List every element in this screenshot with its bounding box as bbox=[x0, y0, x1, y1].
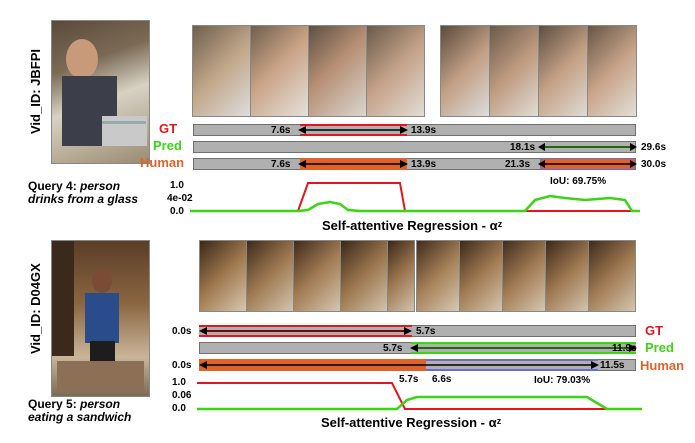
bottom-main-image bbox=[51, 240, 150, 397]
bottom-pred-start-label: 5.7s bbox=[383, 343, 403, 354]
top-legend-pred: Pred bbox=[153, 138, 182, 153]
bottom-frame-6 bbox=[416, 240, 460, 312]
bottom-frame-8 bbox=[502, 240, 546, 312]
top-main-image bbox=[51, 20, 150, 164]
top-human2-end-label: 30.0s bbox=[641, 159, 667, 170]
top-caption: Self-attentive Regression - αᶻ bbox=[322, 218, 503, 233]
bottom-legend-gt: GT bbox=[645, 323, 664, 338]
top-ytick-3: 0.0 bbox=[170, 206, 184, 217]
bottom-frame-7 bbox=[459, 240, 503, 312]
top-human-arrow-1 bbox=[298, 160, 408, 168]
bottom-pred-end-label: 11.9s bbox=[612, 343, 637, 354]
top-frame-4 bbox=[366, 25, 425, 117]
bottom-human-end-label: 11.5s bbox=[600, 360, 625, 371]
bottom-frame-1 bbox=[199, 240, 247, 312]
bottom-extra-label: 5.7s bbox=[399, 374, 419, 385]
bottom-caption: Self-attentive Regression - αᶻ bbox=[321, 415, 502, 430]
bottom-gt-arrow bbox=[199, 327, 412, 335]
bottom-query: Query 5: person eating a sandwich bbox=[28, 398, 158, 424]
top-query: Query 4: person drinks from a glass bbox=[28, 180, 153, 206]
top-frame-6 bbox=[489, 25, 539, 117]
bottom-frame-3 bbox=[293, 240, 341, 312]
top-frame-3 bbox=[308, 25, 367, 117]
bottom-human-start-label: 0.0s bbox=[172, 360, 192, 371]
bottom-gt-curve bbox=[197, 382, 642, 410]
top-iou: IoU: 69.75% bbox=[550, 176, 607, 187]
bottom-query-prefix: Query 5: bbox=[28, 397, 81, 411]
top-ytick-1: 1.0 bbox=[170, 180, 184, 191]
top-gt-end-label: 13.9s bbox=[411, 125, 437, 136]
top-legend-gt: GT bbox=[159, 121, 178, 136]
top-human-end-label: 13.9s bbox=[411, 159, 437, 170]
top-frame-5 bbox=[440, 25, 490, 117]
bottom-attention-curve bbox=[197, 395, 642, 411]
bottom-human-mid-label: 6.6s bbox=[432, 374, 452, 385]
top-human2-start-label: 21.3s bbox=[505, 159, 531, 170]
bottom-human-arrow bbox=[199, 361, 599, 369]
top-frame-7 bbox=[538, 25, 588, 117]
top-frame-2 bbox=[250, 25, 309, 117]
top-query-prefix: Query 4: bbox=[28, 179, 81, 193]
top-ytick-2: 4e-02 bbox=[167, 193, 193, 204]
top-human-start-label: 7.6s bbox=[271, 159, 291, 170]
bottom-frame-4 bbox=[340, 240, 388, 312]
bottom-ytick-3: 0.0 bbox=[172, 403, 186, 414]
bottom-frame-5 bbox=[387, 240, 415, 312]
bottom-gt-end-label: 5.7s bbox=[416, 326, 436, 337]
top-gt-start-label: 7.6s bbox=[271, 125, 291, 136]
bottom-pred-arrow bbox=[410, 344, 637, 352]
top-pred-arrow bbox=[538, 143, 637, 151]
top-gt-arrow bbox=[298, 126, 408, 134]
bottom-frame-9 bbox=[545, 240, 589, 312]
bottom-legend-pred: Pred bbox=[645, 340, 674, 355]
bottom-vid-id: Vid_ID: D04GX bbox=[28, 263, 43, 354]
bottom-iou: IoU: 79.03% bbox=[534, 375, 591, 386]
bottom-gt-start-label: 0.0s bbox=[172, 326, 192, 337]
top-human-arrow-2 bbox=[538, 160, 637, 168]
top-attention-curve bbox=[190, 194, 640, 213]
bottom-attention-plot bbox=[197, 382, 642, 411]
bottom-frame-2 bbox=[246, 240, 294, 312]
bottom-legend-human: Human bbox=[640, 358, 685, 373]
bottom-ytick-1: 1.0 bbox=[172, 377, 186, 388]
bottom-frame-10 bbox=[588, 240, 636, 312]
top-query-text: person drinks from a glass bbox=[28, 179, 139, 206]
top-attention-plot bbox=[190, 182, 640, 213]
top-legend-human: Human bbox=[140, 155, 185, 170]
top-vid-id: Vid_ID: JBFPI bbox=[28, 48, 43, 134]
top-gt-curve bbox=[190, 182, 640, 212]
bottom-ytick-2: 0.06 bbox=[172, 390, 192, 401]
top-pred-end-label: 29.6s bbox=[641, 142, 667, 153]
top-pred-start-label: 18.1s bbox=[510, 142, 536, 153]
top-frame-8 bbox=[587, 25, 637, 117]
top-frame-1 bbox=[192, 25, 251, 117]
bottom-query-text: person eating a sandwich bbox=[28, 397, 132, 424]
